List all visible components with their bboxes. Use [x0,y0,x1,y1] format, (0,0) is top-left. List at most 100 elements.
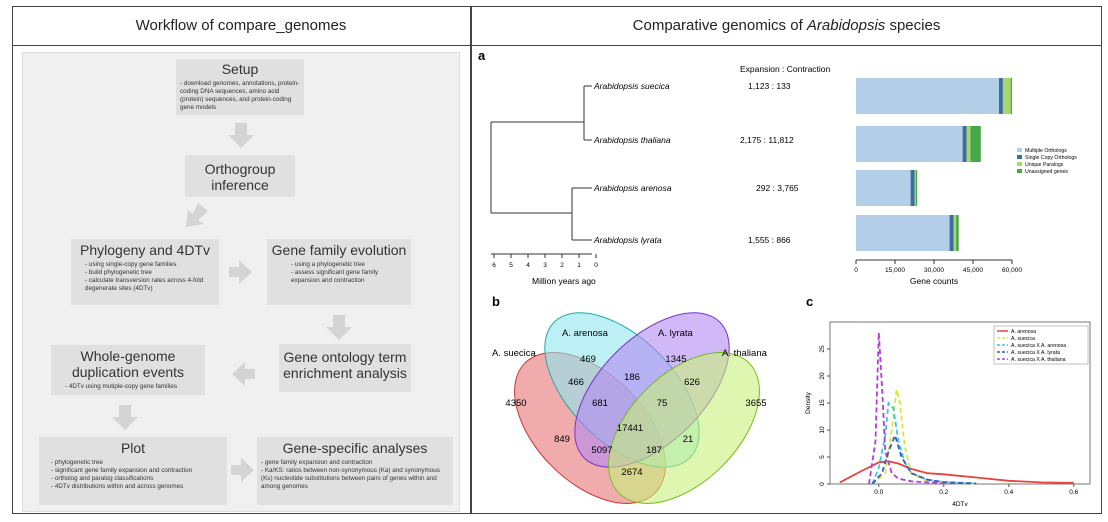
bullet-item: 4DTv distributions within and across gen… [51,483,223,491]
wgd-title: Whole-genome duplication events [71,348,185,380]
tree-tick-label: 0 [594,262,598,269]
panel-a: a 6 5 4 3 2 1 0 Million years ago Arabidopsis … [478,48,1077,286]
species-label: Arabidopsis suecica [593,81,670,91]
plot-title: Plot [120,440,146,456]
gene-specific-list: gene family expansion and contractionKa/… [261,459,449,491]
bar-segment [910,170,915,206]
phylogeny-box: Phylogeny and 4DTv using single-copy gen… [71,239,219,305]
left-header: Workflow of compare_genomes [12,6,470,46]
density-line [871,432,977,485]
ratio-label: 292 : 3,765 [756,183,799,193]
tree-tick-label: 2 [560,262,564,269]
density-line [839,460,1074,484]
legend-label: Multiple Orthologs [1025,148,1067,154]
bullet-item: using single-copy gene families [85,261,215,269]
bullet-item: download genomes, annotations, protein-c… [180,80,300,112]
venn-region-counts: 4350 469 1345 3655 466 186 626 681 75 17… [505,354,766,478]
venn-set-label: A. arenosa [562,328,609,339]
bar-segment [856,215,950,251]
figure-frame [12,6,1102,514]
bullet-item: 4DTv using mutiple-copy gene families [65,383,201,391]
venn-count: 469 [580,354,596,365]
setup-list: download genomes, annotations, protein-c… [180,80,300,112]
venn-count: 849 [554,434,570,445]
gene-family-title: Gene family evolution [271,242,407,258]
species-label: Arabidopsis lyrata [593,235,662,245]
species-label: Arabidopsis arenosa [593,183,672,193]
bar-segment [1010,78,1012,114]
legend-label: Single Copy Orthologs [1025,155,1077,161]
arrow-down-wgd [112,405,138,430]
y-tick-label: 10 [819,426,826,434]
phylogeny-title: Phylogeny and 4DTv [80,242,210,258]
expansion-ratios: 1,123 : 133 2,175 : 11,812 292 : 3,765 1… [740,81,799,245]
go-title: Gene ontology term enrichment analysis [283,349,407,381]
bar-segment [915,170,918,206]
tree-tick-label: 1 [577,262,581,269]
plot-list: phylogenetic treesignificant gene family… [43,459,223,491]
legend-swatch [1017,169,1022,173]
go-box: Gene ontology term enrichment analysis [279,344,411,392]
venn-count: 4350 [505,398,526,409]
venn-count: 186 [624,372,640,383]
y-tick-label: 15 [819,399,826,407]
venn-count: 5097 [591,445,612,456]
workflow-arrows [112,123,352,482]
setup-box: Setup download genomes, annotations, pro… [176,59,304,115]
venn-count: 21 [683,434,694,445]
gene-specific-box: Gene-specific analyses gene family expan… [257,437,453,505]
x-axis-label: 4DTv [952,501,968,508]
phylogeny-list: using single-copy gene familiesbuild phy… [75,261,215,293]
left-header-text: Workflow of compare_genomes [135,17,347,34]
bullet-item: calculate transversion rates across 4-fo… [85,277,215,293]
venn-count: 1345 [665,354,686,365]
bar-segment [966,126,971,162]
legend-label: Unassigned genes [1025,169,1068,175]
x-tick-label: 0.0 [874,489,883,496]
bar-segment [999,78,1003,114]
y-tick-label: 25 [819,345,826,353]
bar-tick-label: 30,000 [924,267,944,274]
venn-diagram [514,312,760,504]
tree-xlabel: Million years ago [532,276,596,286]
tree-tick-label: 5 [509,262,513,269]
tree-tick-label: 6 [492,262,496,269]
venn-count: 466 [568,377,584,388]
right-header: Comparative genomics of Arabidopsis spec… [471,6,1102,46]
wgd-list: 4DTv using mutiple-copy gene families [55,383,201,391]
arrow-right-plot [231,458,254,482]
bar-segment [953,215,957,251]
venn-set-label: A. lyrata [658,328,694,339]
bar-segment [956,215,959,251]
tree-tick-label: 3 [543,262,547,269]
tree-axis-ticks: 6 5 4 3 2 1 0 [492,254,598,269]
x-tick-label: 0.4 [1004,489,1013,496]
bullet-item: assess significant gene family expansion… [291,269,407,285]
workflow-panel: Setup download genomes, annotations, pro… [22,52,460,512]
panel-c: c 0.0 0.2 0.4 0.6 0 5 10 15 20 25 4DTv Density A. ar… [805,294,1091,508]
venn-set-label: A. suecica [492,348,537,359]
arrow-down-setup [228,123,254,148]
gene-family-box: Gene family evolution using a phylogenet… [267,239,411,305]
arrow-right-phylogeny [229,260,252,284]
gene-count-bar-chart: 0 15,000 30,000 45,000 60,000 Gene counts Mult… [854,78,1077,286]
legend-label: A. suecica [1011,336,1035,342]
plot-box: Plot phylogenetic treesignificant gene f… [39,437,227,505]
legend-label: A. suecica X A. arenosa [1011,343,1066,349]
venn-count: 681 [592,398,608,409]
tree-tick-label: 4 [526,262,530,269]
legend-swatch [1017,162,1022,166]
setup-title: Setup [221,61,259,77]
panel-c-label: c [806,294,813,309]
panel-b: b A. suecica A. arenosa A. lyrata A. tha… [492,294,768,504]
legend-swatch [1017,148,1022,152]
density-legend [993,325,1089,365]
venn-set-thaliana [608,352,760,504]
arrow-left-go [232,362,255,386]
x-tick-label: 0.2 [939,489,948,496]
venn-count: 3655 [745,398,766,409]
density-line [871,400,977,485]
legend-label: A. arenosa [1011,329,1036,335]
venn-count: 187 [646,445,662,456]
venn-set-label: A. thaliana [722,348,768,359]
